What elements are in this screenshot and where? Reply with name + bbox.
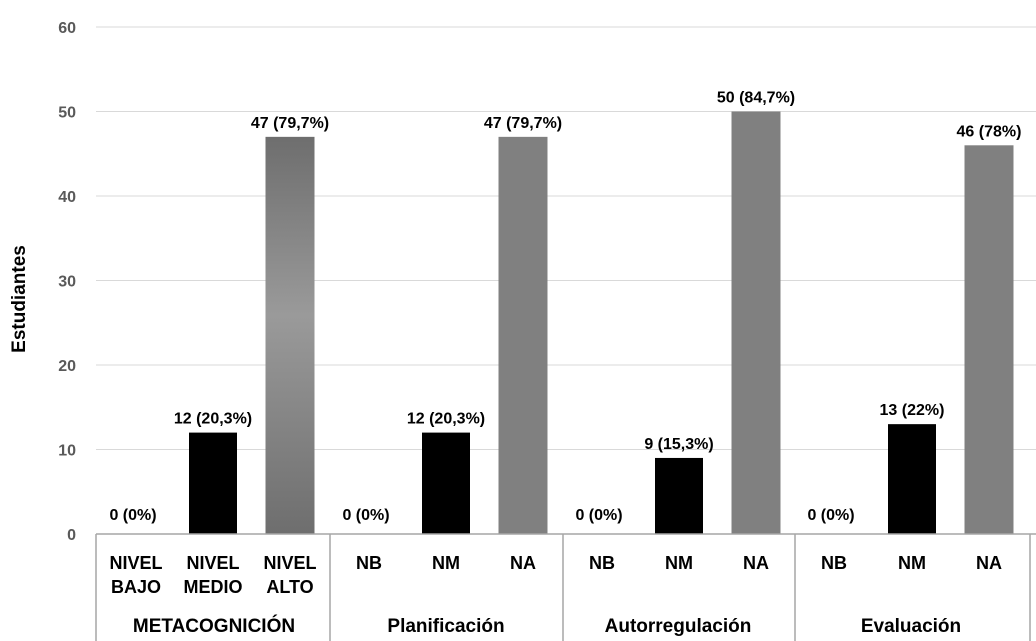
y-tick-label: 60 bbox=[58, 20, 76, 37]
data-label: 46 (78%) bbox=[957, 123, 1022, 140]
category-label: NB bbox=[821, 553, 847, 573]
group-label: METACOGNICIÓN bbox=[133, 615, 295, 637]
category-label: NB bbox=[589, 553, 615, 573]
bar bbox=[189, 432, 237, 534]
y-tick-label: 30 bbox=[58, 274, 76, 291]
y-tick-label: 50 bbox=[58, 105, 76, 122]
bar bbox=[422, 432, 470, 534]
y-tick-label: 20 bbox=[58, 358, 76, 375]
category-label: NM bbox=[898, 553, 926, 573]
category-label: NM bbox=[432, 553, 460, 573]
group-label: Autorregulación bbox=[605, 616, 752, 637]
group-label: Planificación bbox=[387, 616, 504, 637]
category-label: NA bbox=[510, 553, 536, 573]
category-label: BAJO bbox=[111, 577, 161, 597]
bar bbox=[498, 136, 548, 534]
bar bbox=[731, 111, 781, 534]
data-label: 9 (15,3%) bbox=[644, 436, 713, 453]
category-label: NM bbox=[665, 553, 693, 573]
data-label: 0 (0%) bbox=[342, 507, 389, 524]
data-label: 12 (20,3%) bbox=[407, 411, 485, 428]
data-label: 0 (0%) bbox=[807, 507, 854, 524]
y-tick-label: 10 bbox=[58, 443, 76, 460]
group-label: Evaluación bbox=[861, 616, 961, 637]
y-tick-label: 0 bbox=[67, 527, 76, 544]
bar bbox=[964, 145, 1014, 535]
data-label: 47 (79,7%) bbox=[251, 115, 329, 132]
category-label: NIVEL bbox=[186, 553, 239, 573]
bar bbox=[265, 136, 315, 534]
data-label: 50 (84,7%) bbox=[717, 90, 795, 107]
category-label: NA bbox=[976, 553, 1002, 573]
data-label: 13 (22%) bbox=[880, 402, 945, 419]
bar bbox=[655, 457, 703, 534]
data-label: 0 (0%) bbox=[109, 507, 156, 524]
category-label: MEDIO bbox=[183, 577, 242, 597]
data-label: 12 (20,3%) bbox=[174, 411, 252, 428]
data-label: 47 (79,7%) bbox=[484, 115, 562, 132]
data-label: 0 (0%) bbox=[575, 507, 622, 524]
category-label: ALTO bbox=[266, 577, 313, 597]
category-label: NIVEL bbox=[109, 553, 162, 573]
category-label: NIVEL bbox=[263, 553, 316, 573]
category-label: NB bbox=[356, 553, 382, 573]
y-tick-label: 40 bbox=[58, 189, 76, 206]
category-label: NA bbox=[743, 553, 769, 573]
bar bbox=[888, 424, 936, 534]
